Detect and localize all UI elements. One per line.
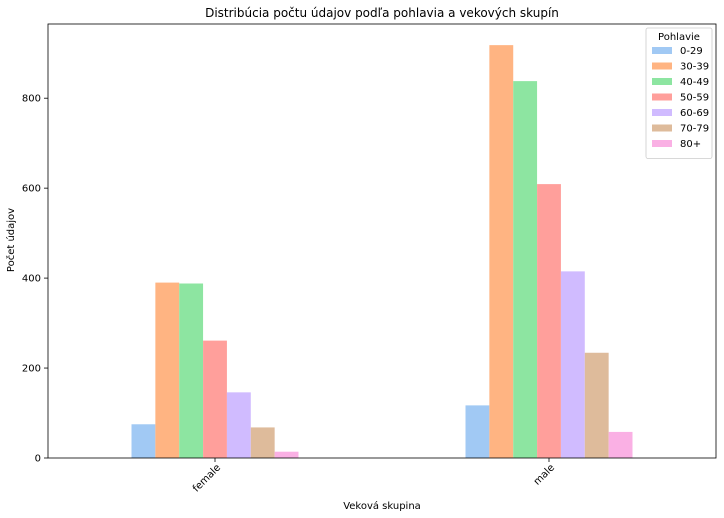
legend-title: Pohlavie — [658, 32, 700, 43]
y-tick-label-600: 600 — [22, 184, 41, 195]
bar-male-80+ — [608, 431, 633, 458]
bar-male-0-29 — [465, 405, 490, 458]
bar-male-30-39 — [489, 45, 514, 458]
legend-swatch-50-59 — [652, 93, 672, 101]
bar-female-50-59 — [203, 340, 227, 458]
legend-swatch-30-39 — [652, 62, 672, 70]
y-tick-label-200: 200 — [22, 364, 41, 375]
legend-entry-80+: 80+ — [680, 139, 701, 150]
x-tick-label-male: male — [532, 462, 557, 487]
plot-area: female male 0 200 400 600 800 — [22, 23, 717, 495]
x-axis-label: Veková skupina — [343, 500, 421, 512]
legend: Pohlavie 0-29 30-39 40-49 50-59 60-69 70-79 80+ — [645, 27, 713, 159]
plot-frame — [47, 23, 717, 459]
x-tick-label-female: female — [191, 462, 223, 494]
bar-male-70-79 — [584, 352, 609, 458]
bar-female-30-39 — [155, 282, 180, 458]
legend-swatch-70-79 — [652, 124, 672, 132]
y-tick-label-400: 400 — [22, 274, 41, 285]
chart-title: Distribúcia počtu údajov podľa pohlavia … — [205, 6, 559, 20]
bar-male-50-59 — [537, 184, 561, 459]
legend-swatch-0-29 — [652, 47, 672, 54]
bar-female-0-29 — [131, 424, 156, 458]
legend-swatch-40-49 — [652, 78, 672, 85]
legend-entry-70-79: 70-79 — [680, 124, 709, 135]
bar-female-70-79 — [250, 427, 275, 458]
bar-female-60-69 — [226, 392, 251, 458]
legend-entry-30-39: 30-39 — [680, 62, 709, 73]
legend-entry-50-59: 50-59 — [680, 93, 709, 104]
legend-entry-0-29: 0-29 — [680, 46, 703, 57]
y-tick-label-800: 800 — [22, 94, 41, 105]
legend-swatch-60-69 — [652, 109, 672, 116]
y-axis-label: Počet údajov — [5, 208, 17, 272]
bar-male-60-69 — [560, 271, 585, 458]
bar-female-80+ — [274, 451, 299, 458]
bar-male-40-49 — [513, 81, 538, 459]
legend-entry-40-49: 40-49 — [680, 77, 709, 88]
y-tick-label-0: 0 — [35, 454, 41, 465]
legend-entry-60-69: 60-69 — [680, 108, 709, 119]
bar-female-40-49 — [179, 283, 204, 458]
legend-swatch-80+ — [652, 140, 672, 147]
